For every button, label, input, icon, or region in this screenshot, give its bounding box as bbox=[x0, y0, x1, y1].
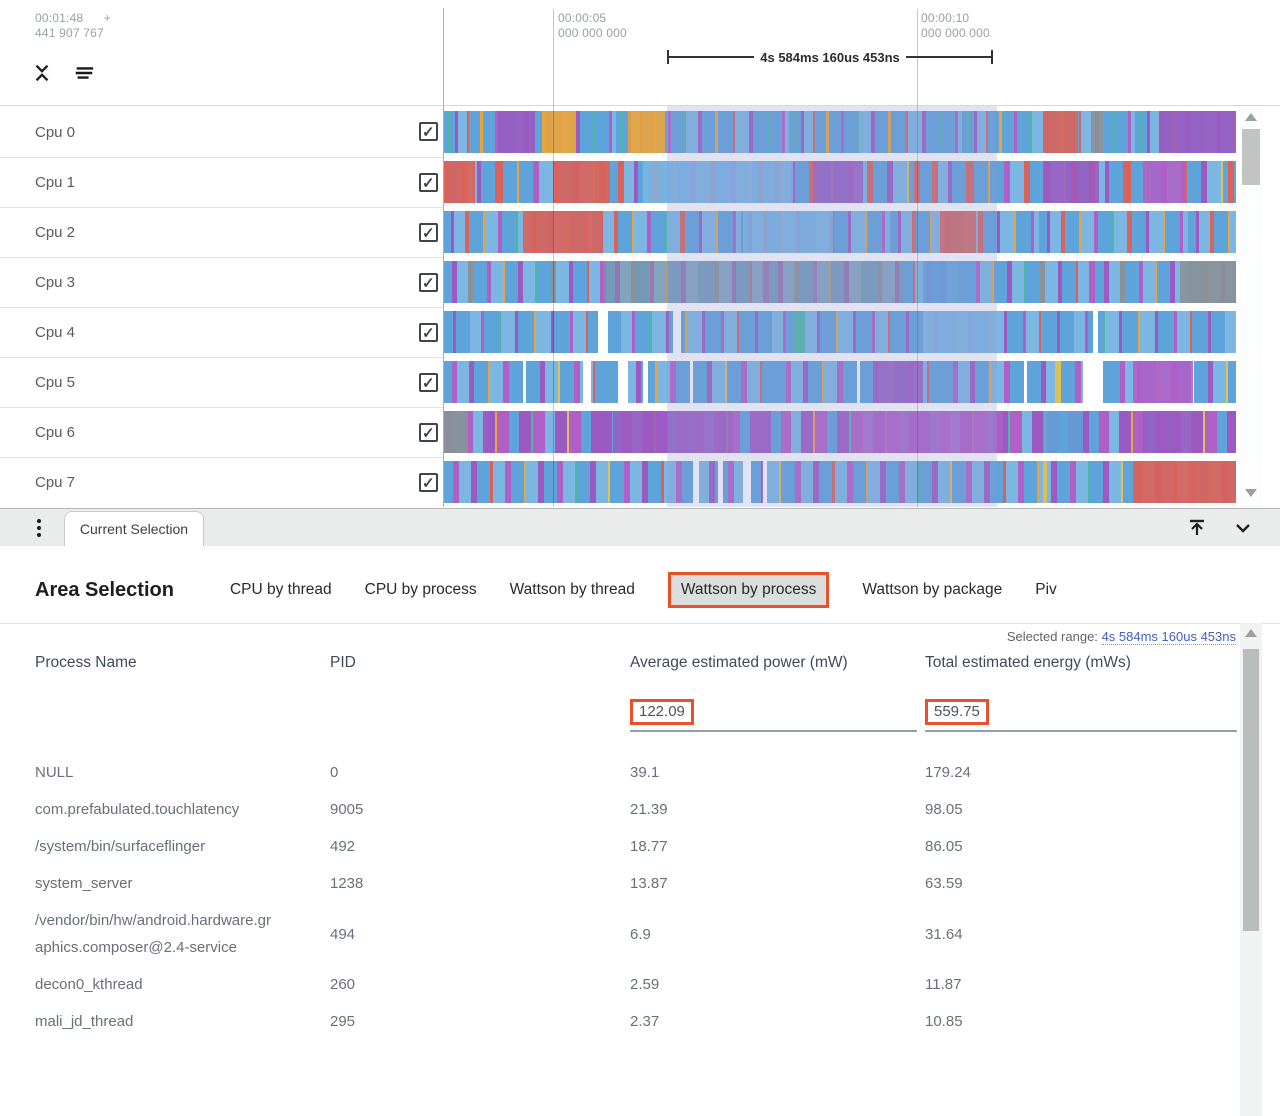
track-checkbox[interactable] bbox=[419, 122, 438, 141]
total-energy-value: 559.75 bbox=[925, 699, 989, 725]
cpu-sched-timeline-canvas[interactable] bbox=[443, 211, 1236, 253]
col-total-energy: Total estimated energy (mWs) bbox=[925, 654, 1131, 671]
origin-time: 00:01:48 bbox=[35, 11, 84, 25]
table-row[interactable]: NULL 0 39.1 179.24 bbox=[35, 764, 971, 781]
time-gridline bbox=[917, 9, 918, 507]
cpu-sched-timeline-canvas[interactable] bbox=[443, 261, 1236, 303]
track-label: Cpu 4 bbox=[35, 324, 76, 341]
table-row[interactable]: system_server 1238 13.87 63.59 bbox=[35, 875, 963, 892]
track-row: Cpu 5 bbox=[0, 357, 1280, 407]
tab-pivot-truncated[interactable]: Piv bbox=[1035, 581, 1057, 598]
track-checkbox[interactable] bbox=[419, 422, 438, 442]
track-checkbox[interactable] bbox=[419, 172, 438, 192]
total-avg-power-value: 122.09 bbox=[630, 699, 694, 725]
track-label: Cpu 6 bbox=[35, 424, 76, 441]
track-label: Cpu 2 bbox=[35, 224, 76, 241]
track-label: Cpu 3 bbox=[35, 274, 76, 291]
scroll-up-arrow-icon[interactable] bbox=[1245, 113, 1257, 121]
scrollbar-thumb[interactable] bbox=[1242, 129, 1260, 185]
table-header-row: Process Name PID Average estimated power… bbox=[35, 652, 1237, 673]
chevron-down-icon[interactable] bbox=[1230, 515, 1256, 541]
table-totals-row: 122.09 559.75 bbox=[35, 699, 1237, 725]
bracket-right-cap bbox=[991, 50, 993, 64]
tab-wattson-by-process[interactable]: Wattson by process bbox=[667, 572, 830, 608]
track-label: Cpu 1 bbox=[35, 174, 76, 191]
scrollbar-thumb[interactable] bbox=[1243, 649, 1259, 931]
track-label: Cpu 7 bbox=[35, 474, 76, 491]
track-toolbar bbox=[29, 60, 97, 86]
track-checkbox[interactable] bbox=[419, 372, 438, 392]
track-row: Cpu 1 bbox=[0, 157, 1280, 207]
area-selection-header: Area Selection CPU by thread CPU by proc… bbox=[0, 546, 1240, 608]
table-row[interactable]: com.prefabulated.touchlatency 9005 21.39… bbox=[35, 801, 963, 818]
track-checkbox[interactable] bbox=[419, 272, 438, 292]
dock-to-top-icon[interactable] bbox=[1184, 515, 1210, 541]
cpu-sched-timeline-canvas[interactable] bbox=[443, 111, 1236, 153]
bracket-left-cap bbox=[667, 50, 669, 64]
track-checkbox[interactable] bbox=[419, 322, 438, 342]
cpu-sched-timeline-canvas[interactable] bbox=[443, 361, 1236, 403]
cpu-sched-timeline-canvas[interactable] bbox=[443, 461, 1236, 503]
track-row: Cpu 7 bbox=[0, 457, 1280, 507]
page-title: Area Selection bbox=[35, 578, 174, 601]
cpu-sched-timeline-canvas[interactable] bbox=[443, 161, 1236, 203]
cpu-sched-timeline-canvas[interactable] bbox=[443, 411, 1236, 453]
selected-range-row: Selected range: 4s 584ms 160us 453ns bbox=[0, 629, 1280, 645]
details-drawer: Current Selection Area Selection CPU by … bbox=[0, 508, 1280, 1116]
selected-range-prefix: Selected range: bbox=[1006, 629, 1098, 644]
cpu-sched-timeline-canvas[interactable] bbox=[443, 311, 1236, 353]
tab-cpu-by-thread[interactable]: CPU by thread bbox=[229, 581, 332, 598]
time-tick-label: 00:00:10 000 000 000 bbox=[921, 11, 990, 40]
selection-duration-label: 4s 584ms 160us 453ns bbox=[760, 49, 900, 65]
col-pid: PID bbox=[330, 654, 356, 671]
header-divider bbox=[0, 623, 1280, 624]
tab-wattson-by-thread[interactable]: Wattson by thread bbox=[509, 581, 635, 598]
origin-offset: 441 907 767 bbox=[35, 26, 104, 40]
col-process-name: Process Name bbox=[35, 654, 137, 671]
sort-tracks-icon[interactable] bbox=[71, 60, 97, 86]
totals-underline bbox=[35, 730, 1237, 732]
area-selection-overlay bbox=[667, 106, 997, 507]
cpu-track-list: Cpu 0 Cpu 1 Cpu 2 Cpu 3 Cpu 4 Cpu 5 bbox=[0, 107, 1280, 507]
origin-plus: + bbox=[103, 11, 111, 25]
kebab-menu-icon[interactable] bbox=[31, 516, 47, 540]
tab-current-selection[interactable]: Current Selection bbox=[64, 511, 204, 546]
scroll-down-arrow-icon[interactable] bbox=[1245, 489, 1257, 497]
table-row[interactable]: mali_jd_thread 295 2.37 10.85 bbox=[35, 1013, 963, 1030]
timeline-origin-timestamp: 00:01:48 + 441 907 767 bbox=[35, 11, 111, 41]
track-row: Cpu 2 bbox=[0, 207, 1280, 257]
track-row: Cpu 3 bbox=[0, 257, 1280, 307]
wattson-process-table: Process Name PID Average estimated power… bbox=[35, 652, 1237, 1040]
track-row: Cpu 0 bbox=[0, 107, 1280, 157]
tracks-scrollbar[interactable] bbox=[1240, 107, 1262, 507]
time-tick-label: 00:00:05 000 000 000 bbox=[558, 11, 627, 40]
track-panel-divider bbox=[443, 8, 444, 507]
collapse-tracks-icon[interactable] bbox=[29, 60, 55, 86]
tab-wattson-by-package[interactable]: Wattson by package bbox=[862, 581, 1003, 598]
track-label: Cpu 0 bbox=[35, 123, 76, 141]
track-row: Cpu 6 bbox=[0, 407, 1280, 457]
drawer-scrollbar[interactable] bbox=[1240, 623, 1262, 1116]
track-checkbox[interactable] bbox=[419, 472, 438, 492]
drawer-tab-bar: Current Selection bbox=[0, 509, 1280, 546]
time-gridline bbox=[553, 9, 554, 507]
track-row: Cpu 4 bbox=[0, 307, 1280, 357]
scroll-up-arrow-icon[interactable] bbox=[1245, 629, 1257, 637]
track-checkbox[interactable] bbox=[419, 222, 438, 242]
tab-cpu-by-process[interactable]: CPU by process bbox=[364, 581, 477, 598]
table-row[interactable]: decon0_kthread 260 2.59 11.87 bbox=[35, 976, 962, 993]
selected-range-link[interactable]: 4s 584ms 160us 453ns bbox=[1101, 629, 1236, 645]
timeline-header: 00:01:48 + 441 907 767 00:00:05 000 000 … bbox=[0, 0, 1280, 106]
track-label: Cpu 5 bbox=[35, 374, 76, 391]
col-avg-power: Average estimated power (mW) bbox=[630, 654, 848, 671]
selection-duration-bracket: 4s 584ms 160us 453ns bbox=[667, 49, 993, 65]
table-row[interactable]: /system/bin/surfaceflinger 492 18.77 86.… bbox=[35, 838, 963, 855]
table-row[interactable]: /vendor/bin/hw/android.hardware.graphics… bbox=[35, 912, 963, 956]
